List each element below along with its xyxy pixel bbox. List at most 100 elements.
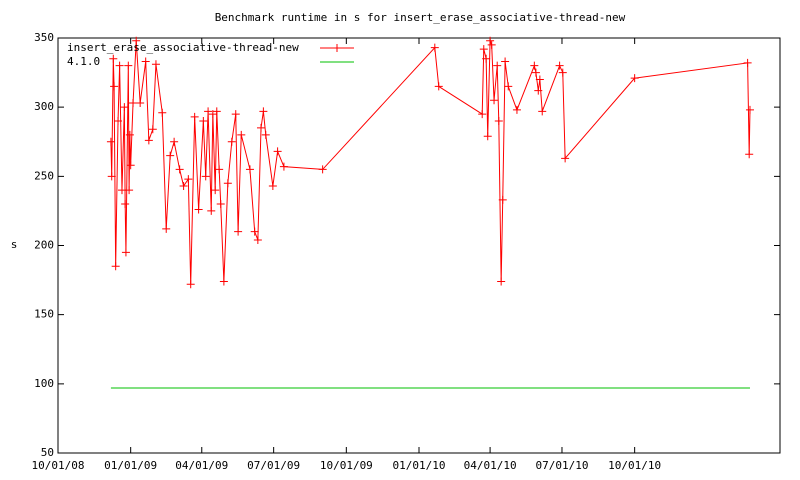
point-marker bbox=[129, 99, 138, 108]
point-marker bbox=[430, 43, 439, 52]
point-marker bbox=[132, 36, 141, 45]
point-marker bbox=[194, 205, 203, 214]
point-marker bbox=[223, 179, 232, 188]
legend-marker bbox=[333, 44, 341, 52]
y-tick-label: 350 bbox=[34, 31, 54, 44]
series-line bbox=[110, 40, 751, 285]
y-tick-label: 100 bbox=[34, 377, 54, 390]
point-marker bbox=[257, 123, 266, 132]
point-marker bbox=[170, 137, 179, 146]
point-marker bbox=[120, 103, 129, 112]
x-tick-label: 04/01/10 bbox=[464, 459, 517, 472]
point-marker bbox=[115, 61, 124, 70]
point-marker bbox=[245, 165, 254, 174]
point-marker bbox=[117, 186, 126, 195]
point-marker bbox=[215, 165, 224, 174]
point-marker bbox=[279, 162, 288, 171]
point-marker bbox=[434, 82, 443, 91]
point-marker bbox=[237, 130, 246, 139]
y-tick-label: 150 bbox=[34, 308, 54, 321]
point-marker bbox=[114, 117, 123, 125]
point-marker bbox=[227, 137, 236, 146]
chart-title: Benchmark runtime in s for insert_erase_… bbox=[215, 11, 626, 24]
point-marker bbox=[111, 262, 120, 271]
y-tick-label: 300 bbox=[34, 100, 54, 113]
point-marker bbox=[151, 60, 160, 69]
point-marker bbox=[512, 105, 521, 114]
plot-frame bbox=[57, 37, 781, 454]
point-marker bbox=[630, 74, 639, 83]
point-marker bbox=[186, 280, 195, 289]
point-marker bbox=[211, 186, 220, 195]
point-marker bbox=[107, 172, 116, 181]
point-marker bbox=[121, 200, 130, 208]
point-marker bbox=[126, 161, 135, 170]
y-tick-label: 50 bbox=[41, 446, 54, 459]
point-marker bbox=[745, 105, 754, 114]
x-tick-label: 01/01/10 bbox=[393, 459, 446, 472]
point-marker bbox=[555, 61, 564, 70]
point-marker bbox=[259, 107, 268, 116]
y-tick-label: 250 bbox=[34, 169, 54, 182]
point-marker bbox=[494, 117, 503, 125]
point-marker bbox=[136, 99, 145, 108]
point-marker bbox=[561, 154, 570, 163]
point-marker bbox=[184, 175, 193, 184]
point-marker bbox=[482, 54, 491, 63]
point-marker bbox=[493, 61, 502, 70]
point-marker bbox=[121, 248, 130, 257]
point-marker bbox=[124, 61, 133, 70]
point-marker bbox=[531, 68, 540, 77]
x-tick-label: 10/01/10 bbox=[608, 459, 661, 472]
point-marker bbox=[498, 195, 507, 204]
point-marker bbox=[530, 61, 539, 70]
point-marker bbox=[538, 107, 547, 116]
point-marker bbox=[231, 110, 240, 119]
point-marker bbox=[204, 107, 213, 116]
y-axis-label: s bbox=[11, 238, 18, 251]
point-marker bbox=[162, 224, 171, 233]
point-marker bbox=[190, 112, 199, 121]
point-marker bbox=[179, 182, 188, 191]
legend-label: 4.1.0 bbox=[67, 55, 100, 68]
point-marker bbox=[745, 150, 754, 159]
point-marker bbox=[501, 57, 510, 66]
point-marker bbox=[479, 45, 488, 54]
point-marker bbox=[535, 75, 544, 84]
point-marker bbox=[175, 165, 184, 174]
point-marker bbox=[478, 110, 487, 119]
x-tick-label: 10/01/09 bbox=[320, 459, 373, 472]
x-tick-label: 01/01/09 bbox=[104, 459, 157, 472]
point-marker bbox=[504, 82, 513, 91]
y-tick-label: 200 bbox=[34, 239, 54, 252]
point-marker bbox=[487, 40, 496, 49]
point-marker bbox=[743, 58, 752, 67]
x-tick-label: 10/01/08 bbox=[32, 459, 85, 472]
point-marker bbox=[144, 136, 153, 145]
point-marker bbox=[110, 82, 119, 91]
point-marker bbox=[158, 108, 167, 117]
x-tick-label: 07/01/09 bbox=[247, 459, 300, 472]
point-marker bbox=[483, 132, 492, 141]
x-tick-label: 07/01/10 bbox=[535, 459, 588, 472]
point-marker bbox=[212, 107, 221, 116]
point-marker bbox=[234, 227, 243, 236]
point-marker bbox=[109, 54, 118, 63]
point-marker bbox=[106, 137, 115, 146]
legend-label: insert_erase_associative-thread-new bbox=[67, 41, 299, 54]
point-marker bbox=[141, 57, 150, 66]
point-marker bbox=[534, 86, 543, 95]
point-marker bbox=[268, 182, 277, 191]
point-marker bbox=[250, 227, 259, 236]
point-marker bbox=[253, 235, 262, 244]
point-marker bbox=[125, 130, 134, 139]
point-marker bbox=[490, 96, 499, 105]
point-marker bbox=[558, 68, 567, 77]
point-marker bbox=[199, 117, 208, 125]
point-marker bbox=[486, 36, 495, 45]
point-marker bbox=[261, 130, 270, 139]
point-marker bbox=[201, 172, 210, 181]
point-marker bbox=[318, 165, 327, 174]
